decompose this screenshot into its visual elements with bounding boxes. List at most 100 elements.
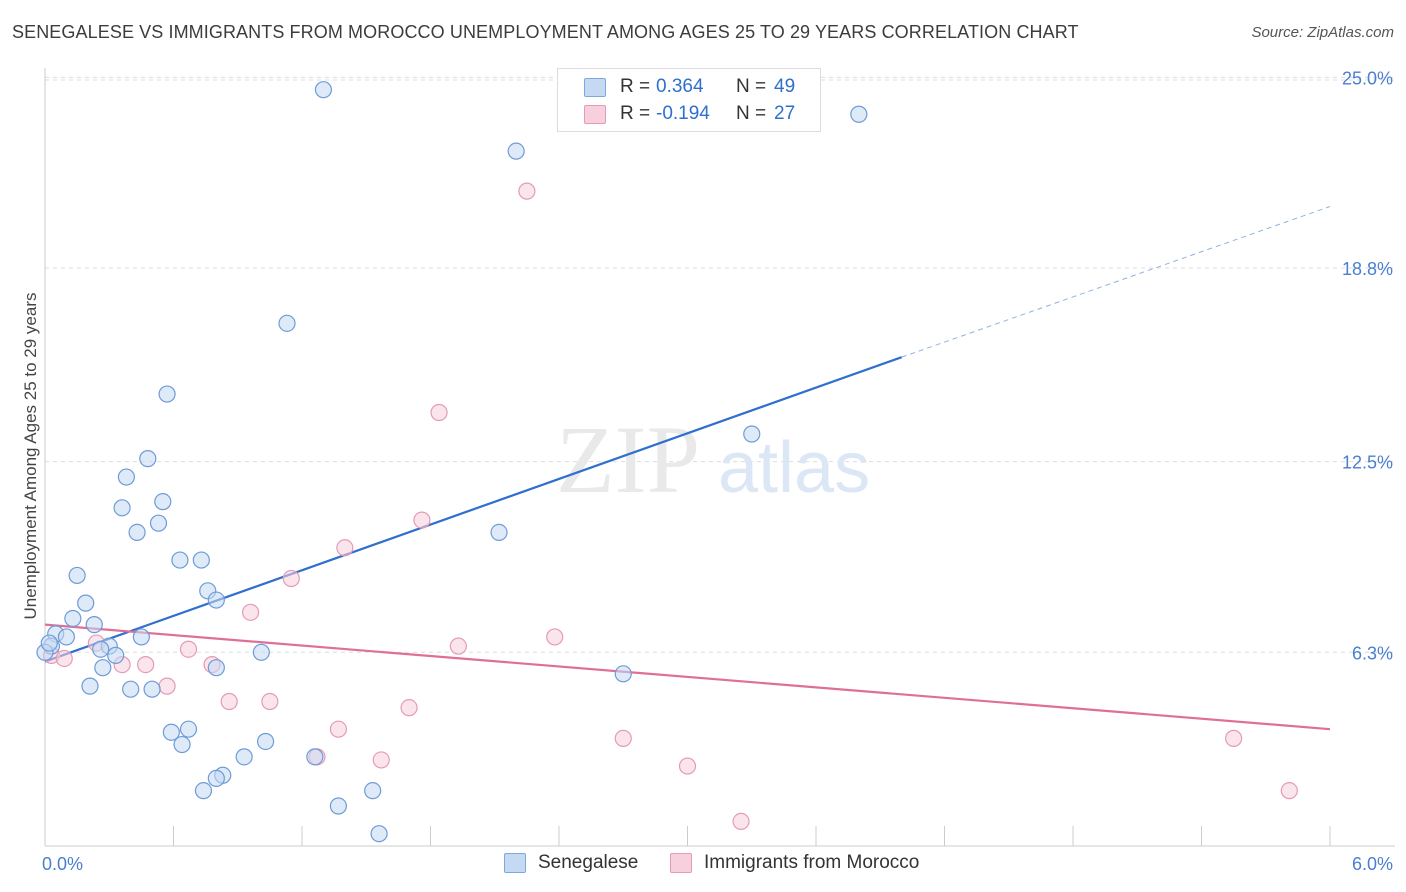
point-morocco [282,569,300,588]
point-senegalese [364,782,382,800]
point-morocco [546,628,564,646]
point-senegalese [81,677,99,695]
point-morocco [400,699,418,717]
point-senegalese [194,782,213,800]
point-senegalese [256,732,275,751]
point-senegalese [94,659,112,677]
point-morocco [336,539,354,557]
point-morocco [614,729,632,747]
point-senegalese [107,646,125,664]
point-senegalese [162,723,180,741]
axis-labels: 6.3% 12.5% 18.8% 25.0% 0.0% 6.0% Unemployment … [21,68,1393,874]
stats-legend: R = 0.364 N = 49 R = -0.194 N = 27 [557,68,821,132]
point-morocco [179,640,198,658]
point-morocco [449,637,467,655]
point-senegalese [154,493,172,511]
legend-swatch-pink [584,104,606,124]
legend-n-label: N = [736,76,767,97]
axes [44,68,1395,847]
point-morocco [732,812,750,831]
point-senegalese [57,628,76,646]
point-senegalese [507,142,525,160]
point-morocco [220,692,238,711]
point-senegalese [139,450,157,468]
y-tick-label: 18.8% [1342,259,1393,279]
point-senegalese [192,551,210,569]
legend-label-morocco: Immigrants from Morocco [704,852,920,873]
legend-label-senegalese: Senegalese [538,852,639,873]
legend-row-morocco: R = -0.194 N = 27 [558,100,795,128]
point-senegalese [329,797,348,815]
point-senegalese [149,514,168,532]
point-senegalese [64,609,82,628]
y-tick-label: 12.5% [1342,453,1393,473]
point-morocco [1225,729,1243,747]
point-morocco [55,649,73,668]
point-senegalese [614,665,632,683]
point-morocco [242,603,260,621]
point-senegalese [370,825,388,843]
point-morocco [413,511,431,529]
y-tick-label: 6.3% [1352,643,1393,663]
point-senegalese [117,468,135,486]
point-senegalese [207,659,225,677]
point-senegalese [252,643,270,661]
point-senegalese [40,634,58,652]
chart-title: SENEGALESE VS IMMIGRANTS FROM MOROCCO UN… [12,22,1079,42]
y-tick-label: 25.0% [1342,68,1393,88]
legend-swatch-blue [584,77,606,97]
legend-swatch-pink [670,853,692,873]
point-morocco [158,677,176,695]
legend-swatch-blue [504,853,526,873]
point-morocco [372,751,390,769]
point-morocco [678,757,697,775]
watermark-atlas: atlas [718,428,870,508]
legend-r-label: R = [620,103,651,124]
point-senegalese [92,640,110,658]
trend-line-senegalese [44,356,903,663]
grid-lines [45,76,1395,653]
watermark-zip: ZIP [556,406,700,513]
point-senegalese [850,105,868,123]
trend-line-senegalese-extension [901,206,1331,358]
point-senegalese [314,81,333,99]
point-senegalese [68,566,86,585]
legend-item-morocco[interactable]: Immigrants from Morocco [670,852,919,874]
point-morocco [137,656,155,674]
point-senegalese [85,616,103,634]
point-senegalese [158,385,176,403]
x-tick-label: 0.0% [42,854,83,874]
x-tick-label: 6.0% [1352,854,1393,874]
point-senegalese [490,523,508,542]
point-senegalese [171,551,189,569]
point-senegalese [743,425,761,443]
point-morocco [518,182,536,200]
point-senegalese [306,748,324,766]
legend-item-senegalese[interactable]: Senegalese [504,852,638,874]
point-morocco [1280,782,1298,800]
point-senegalese [179,720,198,738]
point-senegalese [235,748,253,766]
series-legend: Senegalese Immigrants from Morocco [0,852,1406,876]
point-senegalese [173,735,191,754]
legend-n-value: 49 [774,76,796,97]
point-morocco [329,720,348,738]
source-label: Source: ZipAtlas.com [1251,24,1394,41]
point-morocco [261,692,279,711]
legend-row-senegalese: R = 0.364 N = 49 [558,73,795,101]
point-senegalese [128,523,146,542]
trend-lines [44,206,1331,731]
point-senegalese [207,591,225,609]
data-points [36,81,1298,843]
point-senegalese [143,680,161,698]
y-axis-title: Unemployment Among Ages 25 to 29 years [21,293,40,620]
legend-r-value: -0.194 [656,103,710,124]
point-senegalese [77,594,95,612]
point-senegalese [132,628,150,646]
point-senegalese [278,314,296,332]
legend-r-value: 0.364 [656,76,704,97]
legend-r-label: R = [620,76,651,97]
point-morocco [430,403,448,422]
point-senegalese [207,769,225,787]
